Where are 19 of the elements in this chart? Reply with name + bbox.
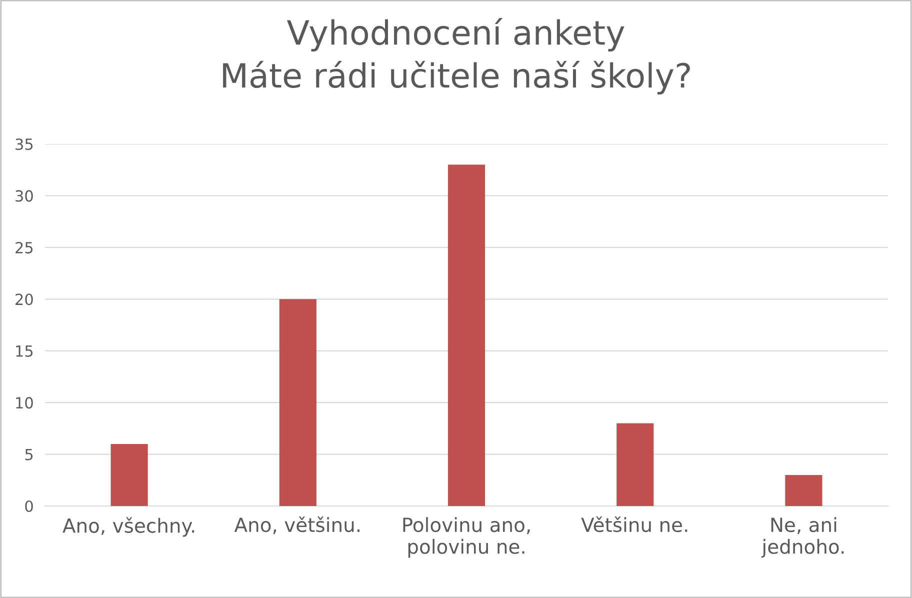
y-tick-label: 10 [16,397,33,409]
x-tick-label: Ano, všechny. [62,517,194,537]
x-tick-label: Většinu ne. [581,516,688,532]
y-tick-label: 30 [16,190,33,202]
y-tick-label: 20 [16,294,33,306]
x-tick-label: Ano, většinu. [234,516,360,534]
bar [110,444,148,506]
y-tick-label: 15 [16,346,33,357]
bar [785,474,822,506]
bar [448,164,486,506]
bar [616,423,654,506]
x-tick-label: Ne, ani jednoho. [761,517,844,558]
y-tick-label: 0 [25,500,33,512]
y-tick-label: 25 [16,242,33,254]
y-tick-label: 35 [16,138,33,150]
bar [279,299,316,506]
x-tick-label: Polovinu ano, polovinu ne. [403,517,530,558]
y-tick-label: 5 [25,448,33,460]
chart-title: Vyhodnocení ankety Máte rádi učitele naší školy? [223,18,690,94]
